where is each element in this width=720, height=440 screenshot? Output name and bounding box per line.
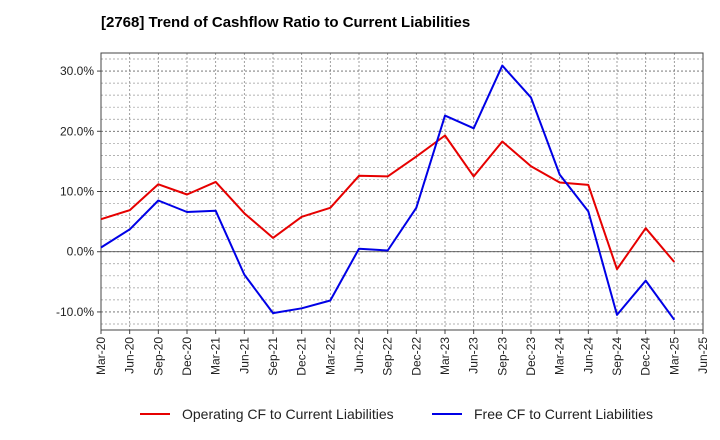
series-lines xyxy=(100,64,676,321)
y-tick-label: 10.0% xyxy=(60,185,94,199)
x-tick-label: Sep-20 xyxy=(151,337,165,376)
x-tick-label: Jun-20 xyxy=(123,337,137,374)
x-tick-label: Sep-21 xyxy=(266,337,280,376)
y-tick-label: -10.0% xyxy=(56,305,94,319)
x-tick-label: Mar-23 xyxy=(438,337,452,375)
x-tick-label: Mar-21 xyxy=(209,337,223,375)
x-tick-label: Sep-23 xyxy=(495,337,509,376)
x-tick-label: Jun-24 xyxy=(581,337,595,374)
x-tick-label: Jun-23 xyxy=(467,337,481,374)
x-tick-label: Dec-21 xyxy=(295,337,309,376)
chart-title: [2768] Trend of Cashflow Ratio to Curren… xyxy=(101,14,471,31)
x-tick-label: Dec-22 xyxy=(409,337,423,376)
legend-label: Operating CF to Current Liabilities xyxy=(182,406,394,422)
y-axis-ticks: -10.0% 0.0% 10.0% 20.0% 30.0% xyxy=(56,64,101,319)
x-tick-label: Mar-22 xyxy=(323,337,337,375)
x-tick-label: Mar-25 xyxy=(667,337,681,375)
x-tick-label: Sep-24 xyxy=(610,337,624,376)
x-tick-label: Mar-24 xyxy=(553,337,567,375)
legend: Operating CF to Current Liabilities Free … xyxy=(140,406,653,422)
x-tick-label: Jun-21 xyxy=(237,337,251,374)
x-tick-label: Dec-23 xyxy=(524,337,538,376)
x-tick-label: Sep-22 xyxy=(381,337,395,376)
y-tick-label: 30.0% xyxy=(60,64,94,78)
series-line-1 xyxy=(100,134,676,271)
y-tick-label: 0.0% xyxy=(67,245,95,259)
x-axis-ticks: Mar-20 Jun-20 Sep-20 Dec-20 Mar-21 Jun-21 Sep-… xyxy=(94,330,710,376)
legend-label: Free CF to Current Liabilities xyxy=(474,406,653,422)
y-tick-label: 20.0% xyxy=(60,124,94,138)
x-tick-label: Mar-20 xyxy=(94,337,108,375)
x-tick-label: Jun-22 xyxy=(352,337,366,374)
series-line-2 xyxy=(100,64,676,321)
x-tick-label: Dec-20 xyxy=(180,337,194,376)
grid-lines xyxy=(100,53,704,330)
x-tick-label: Jun-25 xyxy=(696,337,710,374)
x-tick-label: Dec-24 xyxy=(639,337,653,376)
